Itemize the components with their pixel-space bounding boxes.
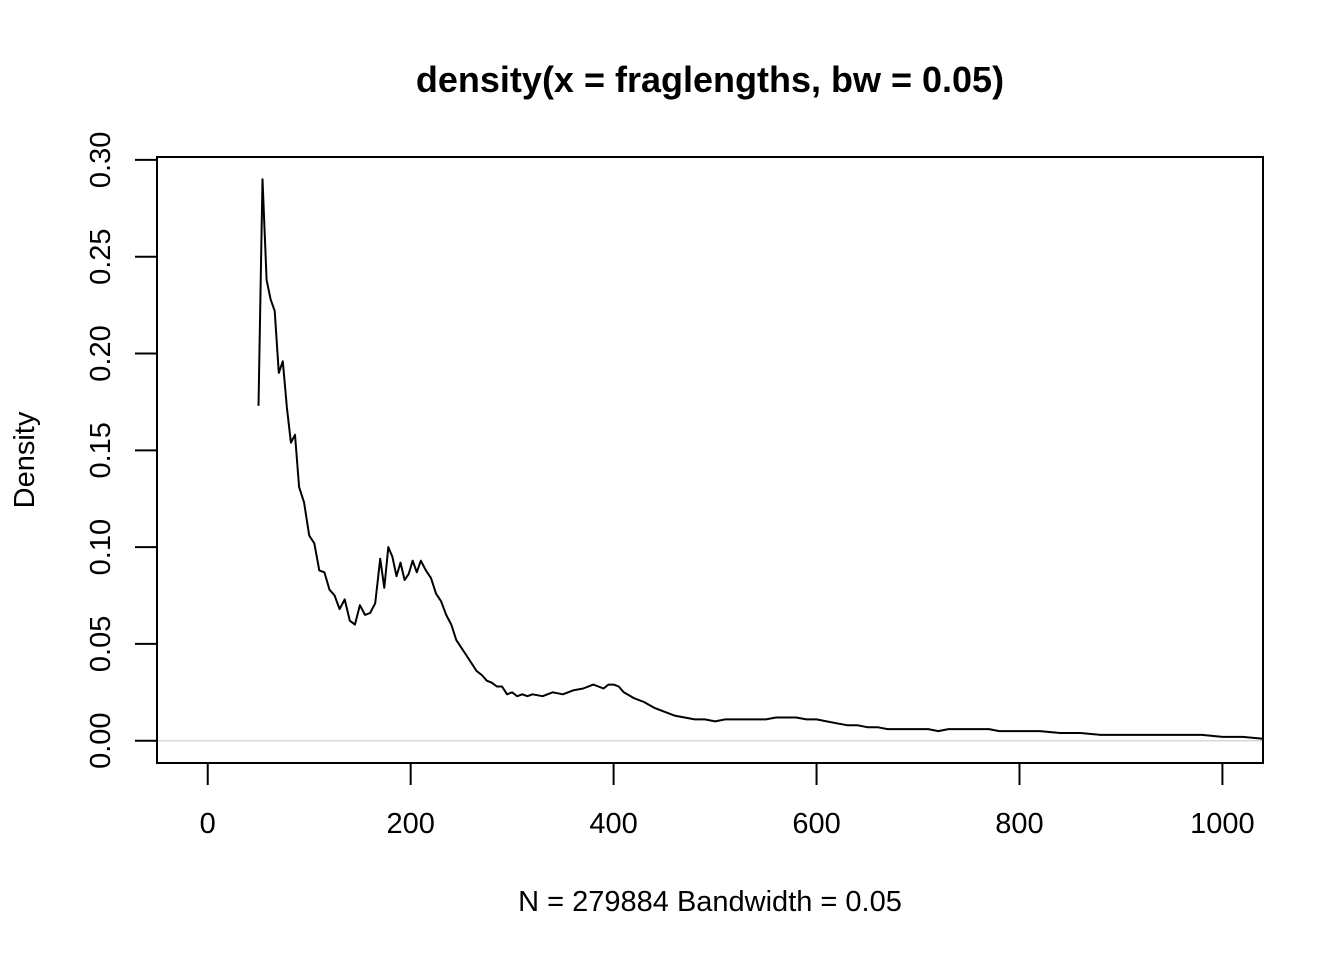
y-axis-label: Density [9, 411, 41, 508]
chart-title: density(x = fraglengths, bw = 0.05) [416, 59, 1004, 100]
y-tick-label: 0.15 [85, 422, 117, 478]
x-tick-label: 800 [995, 808, 1043, 840]
y-tick-label: 0.10 [85, 519, 117, 575]
y-tick-label: 0.00 [85, 712, 117, 768]
x-tick-label: 400 [589, 808, 637, 840]
y-tick-label: 0.30 [85, 132, 117, 188]
y-tick-label: 0.20 [85, 325, 117, 381]
x-tick-label: 0 [200, 808, 216, 840]
x-axis-label: N = 279884 Bandwidth = 0.05 [518, 886, 902, 918]
x-axis: 0 200 400 600 800 1000 [200, 762, 1255, 840]
x-tick-label: 1000 [1190, 808, 1255, 840]
x-tick-label: 600 [792, 808, 840, 840]
x-tick-label: 200 [386, 808, 434, 840]
y-tick-label: 0.05 [85, 616, 117, 672]
density-curve [257, 178, 1264, 740]
y-axis: 0.00 0.05 0.10 0.15 0.20 0.25 0.30 [85, 132, 158, 769]
y-tick-label: 0.25 [85, 228, 117, 284]
